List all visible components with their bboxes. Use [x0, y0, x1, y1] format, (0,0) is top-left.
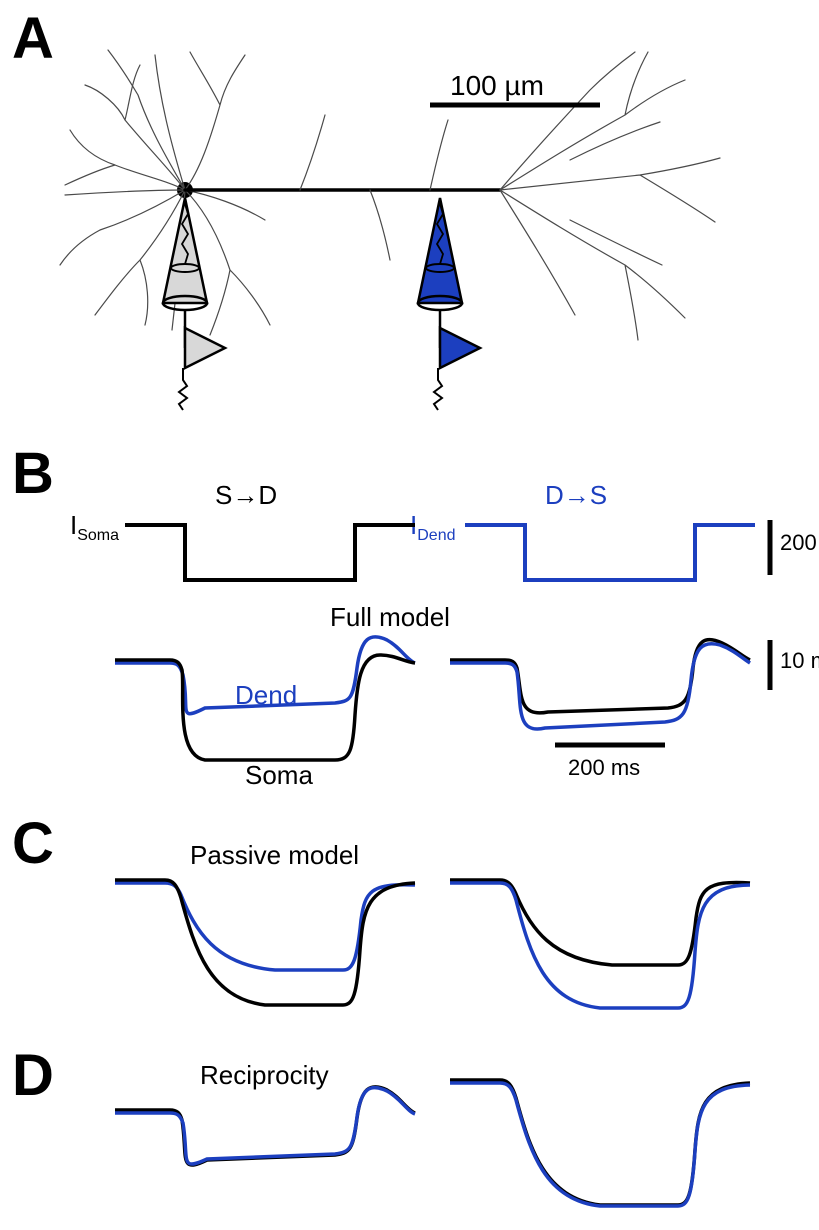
b-stim-right	[465, 525, 755, 580]
figure-root: A B C D	[0, 0, 819, 1230]
volt-scale-text: 10 mV	[780, 648, 819, 674]
panel-c-title: Passive model	[190, 840, 359, 871]
c-ds-traces	[450, 880, 750, 1008]
current-scale-text: 200 pA	[780, 530, 819, 556]
dend-label: Dend	[235, 680, 297, 711]
time-scale-text: 200 ms	[568, 755, 640, 781]
panel-d-title: Reciprocity	[200, 1060, 329, 1091]
d-right-traces	[450, 1080, 750, 1206]
b-ds-traces	[450, 640, 750, 729]
b-stim-left	[125, 525, 415, 580]
c-sd-traces	[115, 880, 415, 1005]
d-left-traces	[115, 1087, 415, 1165]
full-model-label: Full model	[330, 602, 450, 633]
soma-label: Soma	[245, 760, 313, 791]
